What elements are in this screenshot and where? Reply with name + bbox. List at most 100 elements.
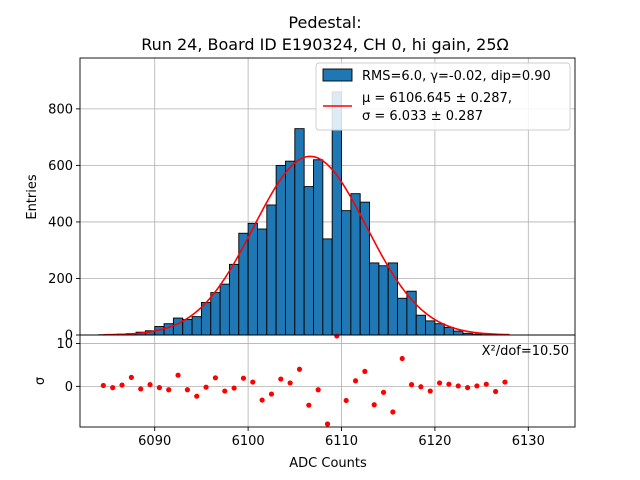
residual-point: [483, 381, 489, 387]
top-y-tick-label: 0: [65, 329, 73, 344]
bottom-y-tick-label: 0: [65, 380, 73, 395]
histogram-bars: [98, 91, 501, 336]
residual-point: [418, 384, 424, 390]
top-y-tick-label: 800: [48, 102, 73, 117]
residual-point: [231, 385, 237, 391]
top-y-tick-label: 600: [48, 159, 73, 174]
residual-panel: 010 6090 6100 6110 6120 6130 σ X²/dof=10.50 …: [33, 333, 576, 471]
histogram-bar: [228, 263, 240, 336]
residual-point: [222, 388, 228, 394]
histogram-bar: [200, 302, 212, 336]
bottom-y-tick-label: 10: [56, 337, 73, 352]
x-ticks: 6090 6100 6110 6120 6130: [138, 427, 545, 449]
legend-fit-label-line2: σ = 6.033 ± 0.287: [362, 109, 483, 124]
x-tick-label: 6130: [512, 434, 545, 449]
histogram-bar: [285, 160, 296, 336]
bottom-y-axis-label: σ: [33, 377, 48, 385]
residual-point: [119, 382, 125, 388]
residual-point: [427, 388, 433, 394]
residual-point: [250, 379, 256, 385]
residual-point: [408, 382, 415, 388]
residual-point: [203, 384, 209, 390]
x-tick-label: 6110: [325, 434, 358, 449]
histogram-bar: [443, 326, 455, 336]
residual-point: [343, 397, 349, 404]
residual-point: [175, 372, 181, 378]
histogram-bar: [172, 317, 184, 336]
legend-box: [315, 62, 571, 131]
residual-point: [128, 374, 134, 380]
legend-hist-label: RMS=6.0, γ=-0.02, dip=0.90: [362, 69, 551, 84]
histogram-bar: [219, 283, 230, 336]
residual-point: [502, 379, 508, 385]
residual-point: [446, 381, 452, 387]
bottom-y-ticks: 0 10: [56, 337, 80, 395]
histogram-bar: [275, 164, 286, 336]
chart-title-line2: Run 24, Board ID E190324, CH 0, hi gain,…: [141, 35, 509, 54]
residual-point: [380, 389, 387, 395]
residual-points: [100, 333, 508, 427]
residual-point: [455, 383, 461, 389]
top-y-tick-label: 400: [48, 215, 73, 230]
residual-point: [278, 376, 284, 382]
residual-point: [306, 402, 312, 408]
top-y-axis-label: Entries: [25, 174, 40, 220]
residual-point: [138, 386, 144, 392]
residual-point: [371, 402, 377, 408]
residual-point: [184, 387, 191, 393]
top-y-ticks: 0 200 400 600 800: [48, 102, 80, 344]
x-tick-label: 6090: [138, 434, 171, 449]
residual-point: [240, 375, 247, 381]
x-tick-label: 6120: [418, 434, 451, 449]
residual-point: [315, 387, 321, 393]
residual-point: [362, 368, 368, 374]
histogram-bar: [350, 193, 361, 336]
residual-point: [287, 380, 293, 386]
gaussian-fit-curve: [103, 155, 510, 336]
legend-fit-label-line1: μ = 6106.645 ± 0.287,: [362, 91, 512, 106]
residual-point: [334, 333, 340, 339]
residual-point: [156, 385, 162, 391]
histogram-bar: [191, 316, 202, 336]
residual-point: [390, 409, 396, 415]
residual-point: [147, 382, 153, 388]
residual-point: [464, 385, 471, 391]
residual-point: [399, 355, 405, 362]
residual-point: [352, 378, 359, 384]
chart-title-line1: Pedestal:: [288, 13, 361, 32]
histogram-bar: [322, 238, 333, 336]
bottom-axes-frame: [79, 334, 576, 428]
top-y-tick-label: 200: [48, 272, 73, 287]
histogram-bar: [434, 323, 445, 336]
histogram-bar: [247, 222, 258, 336]
residual-point: [324, 421, 331, 427]
histogram-bar: [303, 186, 314, 336]
residual-point: [100, 382, 106, 389]
residual-point: [296, 366, 303, 372]
histogram-bar: [406, 290, 417, 336]
histogram-bar: [313, 159, 324, 336]
histogram-bar: [266, 204, 277, 336]
x-tick-label: 6100: [232, 434, 265, 449]
residual-point: [436, 380, 443, 386]
legend-hist-swatch: [322, 68, 353, 82]
histogram-bar: [257, 228, 268, 336]
histogram-bar: [425, 320, 436, 336]
residual-point: [259, 397, 265, 403]
histogram-bar: [397, 297, 408, 336]
residual-point: [268, 391, 275, 397]
residual-point: [493, 388, 499, 395]
histogram-bar: [378, 265, 389, 336]
legend: RMS=6.0, γ=-0.02, dip=0.90 μ = 6106.645 …: [315, 62, 571, 131]
chi2-label: X²/dof=10.50: [482, 344, 569, 359]
histogram-bar: [341, 210, 352, 336]
histogram-bar: [238, 232, 249, 336]
residual-point: [166, 387, 172, 393]
histogram-bar: [453, 330, 464, 336]
histogram-bar: [369, 262, 380, 336]
residual-point: [212, 375, 219, 381]
x-axis-label: ADC Counts: [289, 456, 367, 471]
histogram-bar: [182, 319, 193, 336]
histogram-bar: [415, 314, 427, 336]
